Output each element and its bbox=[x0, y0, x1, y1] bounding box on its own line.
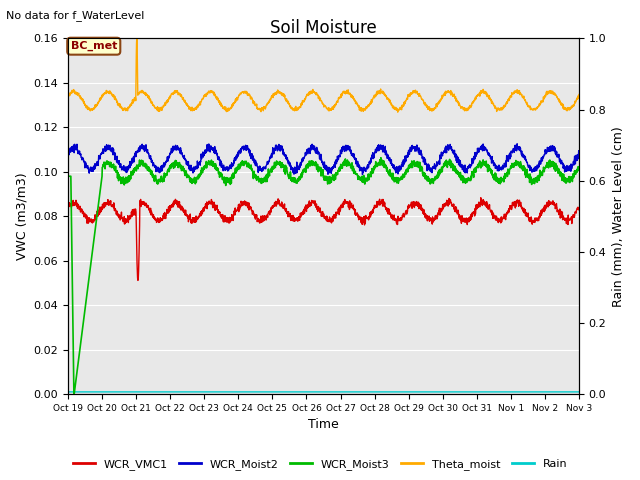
Legend: WCR_VMC1, WCR_Moist2, WCR_Moist3, Theta_moist, Rain: WCR_VMC1, WCR_Moist2, WCR_Moist3, Theta_… bbox=[68, 455, 572, 474]
Text: BC_met: BC_met bbox=[70, 41, 117, 51]
Y-axis label: VWC (m3/m3): VWC (m3/m3) bbox=[15, 172, 28, 260]
Title: Soil Moisture: Soil Moisture bbox=[270, 19, 377, 37]
Y-axis label: Rain (mm), Water Level (cm): Rain (mm), Water Level (cm) bbox=[612, 126, 625, 307]
X-axis label: Time: Time bbox=[308, 419, 339, 432]
Text: No data for f_WaterLevel: No data for f_WaterLevel bbox=[6, 10, 145, 21]
